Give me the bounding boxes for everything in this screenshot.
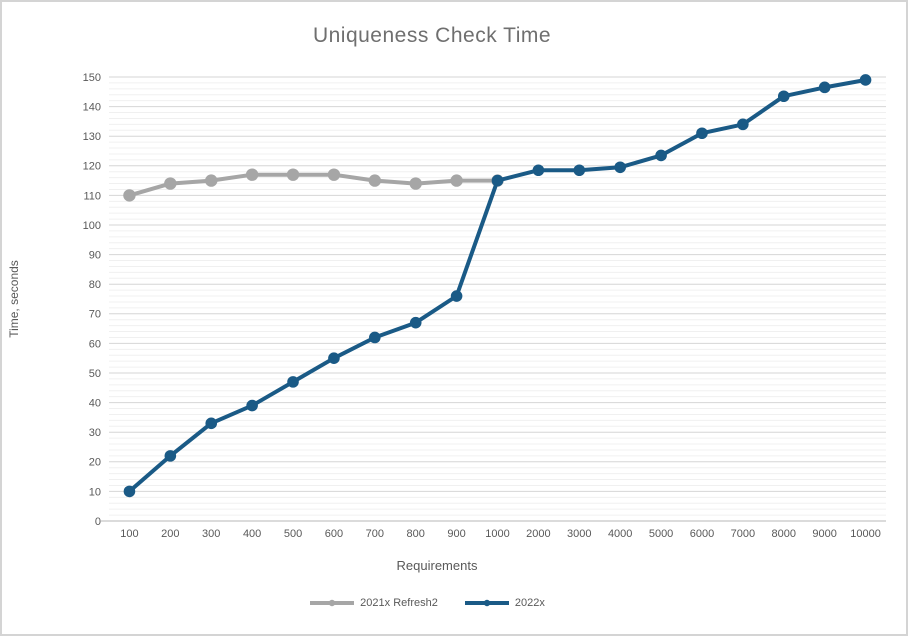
y-tick-label: 100: [83, 220, 101, 232]
y-tick-label: 70: [89, 309, 101, 321]
y-tick-label: 0: [95, 516, 101, 528]
x-tick-label: 700: [366, 528, 384, 540]
y-tick-label: 150: [83, 72, 101, 84]
data-point-marker: [491, 174, 504, 187]
x-tick-label: 10000: [850, 528, 881, 540]
x-tick-label: 7000: [731, 528, 755, 540]
series-line-gray: [127, 172, 500, 198]
legend-item-2021x-refresh2: 2021x Refresh2: [309, 597, 438, 609]
x-tick-label: 500: [284, 528, 302, 540]
data-point-marker: [245, 168, 259, 181]
data-point-marker: [123, 485, 136, 498]
legend-item-2022x: 2022x: [464, 597, 545, 609]
data-point-marker: [409, 316, 422, 329]
y-tick-label: 120: [83, 161, 101, 173]
data-point-marker: [164, 450, 177, 462]
y-tick-label: 20: [89, 457, 101, 469]
y-tick-label: 40: [89, 397, 101, 409]
legend-line-sample-gray: [310, 599, 355, 607]
x-tick-label: 5000: [649, 528, 673, 540]
x-tick-label: 400: [243, 528, 261, 540]
data-point-marker: [246, 399, 258, 412]
y-axis-title: Time, seconds: [7, 260, 21, 338]
data-point-marker: [205, 417, 218, 430]
data-point-marker: [818, 81, 831, 94]
data-point-marker: [777, 90, 790, 103]
data-point-marker: [328, 352, 340, 365]
legend-label: 2022x: [514, 597, 545, 609]
x-tick-label: 2000: [526, 528, 550, 540]
y-tick-label: 10: [89, 486, 101, 498]
data-point-marker: [286, 168, 300, 181]
x-tick-label: 3000: [567, 528, 591, 540]
x-tick-label: 100: [120, 528, 138, 540]
data-point-marker: [532, 164, 545, 177]
data-point-marker: [369, 331, 381, 344]
y-tick-label: 140: [83, 101, 101, 113]
data-point-marker: [368, 174, 382, 187]
data-point-marker: [287, 376, 299, 388]
y-tick-label: 80: [89, 279, 101, 291]
y-tick-label: 90: [89, 249, 101, 261]
data-point-marker: [450, 174, 463, 187]
data-point-marker: [123, 189, 136, 202]
data-point-marker: [573, 164, 586, 177]
legend: 2021x Refresh2 2022x: [2, 597, 852, 609]
x-tick-label: 8000: [772, 528, 796, 540]
data-point-marker: [696, 127, 708, 140]
y-tick-label: 130: [83, 131, 101, 143]
data-point-marker: [737, 118, 749, 131]
legend-line-sample-blue: [464, 599, 509, 607]
x-tick-label: 300: [202, 528, 220, 540]
x-tick-label: 800: [407, 528, 425, 540]
x-tick-label: 900: [447, 528, 465, 540]
x-tick-label: 1000: [485, 528, 509, 540]
x-tick-label: 9000: [812, 528, 836, 540]
x-axis-title: Requirements: [396, 558, 478, 573]
x-tick-label: 4000: [608, 528, 632, 540]
data-point-marker: [205, 174, 218, 187]
chart-title: Uniqueness Check Time: [312, 24, 552, 47]
y-tick-label: 50: [89, 368, 101, 380]
x-tick-label: 200: [161, 528, 179, 540]
legend-label: 2021x Refresh2: [360, 597, 438, 609]
y-tick-label: 60: [89, 338, 101, 350]
data-point-marker: [859, 74, 872, 86]
data-point-marker: [327, 168, 341, 181]
x-tick-label: 6000: [690, 528, 714, 540]
x-tick-label: 600: [325, 528, 343, 540]
data-point-marker: [614, 161, 626, 174]
data-point-marker: [655, 149, 667, 162]
data-point-marker: [450, 290, 463, 302]
y-tick-label: 110: [83, 190, 101, 202]
data-point-marker: [409, 177, 422, 190]
data-point-marker: [164, 177, 177, 190]
y-tick-label: 30: [89, 427, 101, 439]
